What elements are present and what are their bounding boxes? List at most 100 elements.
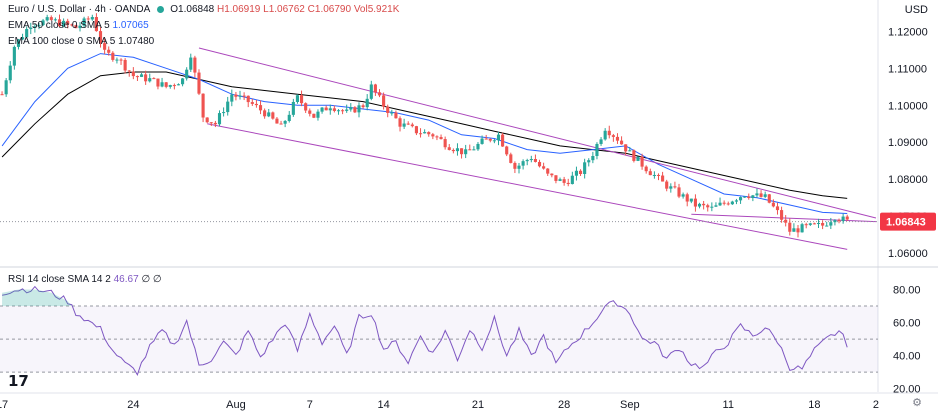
candle-body <box>103 43 107 50</box>
candle-body <box>283 120 287 124</box>
candle-body <box>119 59 123 61</box>
candle-body <box>152 78 156 80</box>
candle-body <box>226 101 230 113</box>
symbol-title[interactable]: Euro / U.S. Dollar · 4h · OANDA <box>8 4 150 15</box>
tradingview-logo-icon: 17 <box>8 372 29 390</box>
ema50-legend[interactable]: EMA 50 close 0 SMA 5 1.07065 <box>8 20 149 31</box>
candle-body <box>476 143 480 150</box>
candle-body <box>193 57 197 73</box>
candle-body <box>697 203 702 207</box>
ema100-path <box>1 71 848 199</box>
symbol-header: Euro / U.S. Dollar · 4h · OANDA O1.06848… <box>8 4 399 15</box>
candle-body <box>86 18 90 20</box>
candle-body <box>45 17 49 21</box>
candle-body <box>418 133 423 135</box>
current-price-label: 1.06843 <box>886 217 926 229</box>
candle-body <box>517 165 521 169</box>
candle-body <box>583 162 587 174</box>
candle-body <box>451 149 455 152</box>
candle-body <box>644 166 648 172</box>
candle-body <box>254 103 258 106</box>
time-tick-label: 24 <box>127 399 139 411</box>
candle-body <box>78 25 82 29</box>
candle-body <box>447 147 451 150</box>
candle-body <box>607 130 611 136</box>
candle-body <box>574 170 579 176</box>
candle-body <box>804 224 808 226</box>
candle-body <box>8 65 12 81</box>
candle-body <box>279 123 283 125</box>
support-line <box>691 213 876 223</box>
candle-body <box>41 20 45 26</box>
candle-body <box>246 95 250 103</box>
candle-body <box>825 225 829 227</box>
candle-body <box>784 219 788 223</box>
candle-body <box>377 92 382 96</box>
candle-body <box>201 93 205 118</box>
candle-body <box>492 140 496 142</box>
candle-body <box>94 17 98 32</box>
candle-body <box>554 175 558 181</box>
candle-body <box>496 134 501 141</box>
candle-body <box>821 223 825 226</box>
candle-body <box>706 205 710 208</box>
candle-body <box>373 84 377 93</box>
currency-label[interactable]: USD <box>904 4 928 16</box>
rsi-tick-label: 80.00 <box>893 284 921 296</box>
candle-body <box>501 134 505 147</box>
candle-body <box>726 203 730 205</box>
candle-body <box>611 135 615 137</box>
candle-body <box>53 19 57 21</box>
candle-body <box>107 49 111 53</box>
ema100-legend[interactable]: EMA 100 close 0 SMA 5 1.07480 <box>8 36 154 47</box>
rsi-tick-label: 40.00 <box>893 351 921 363</box>
candle-body <box>718 202 722 206</box>
time-tick-label: 18 <box>808 399 820 411</box>
candle-body <box>599 139 603 144</box>
candle-body <box>464 149 468 155</box>
time-tick-label: 7 <box>307 399 313 411</box>
candle-body <box>525 160 529 162</box>
candle-body <box>144 74 148 82</box>
candle-body <box>287 114 291 121</box>
ema50-path <box>1 53 848 214</box>
candle-body <box>521 161 525 166</box>
candle-body <box>509 154 513 163</box>
candle-body <box>164 82 168 87</box>
candle-body <box>181 78 185 85</box>
candle-body <box>123 59 127 71</box>
candle-body <box>755 193 759 196</box>
candle-body <box>566 182 570 185</box>
rsi-legend[interactable]: RSI 14 close SMA 14 2 46.67 ∅ ∅ <box>8 274 162 285</box>
candle-body <box>542 166 546 169</box>
candle-body <box>37 25 41 27</box>
settings-gear-icon[interactable]: ⚙ <box>912 397 922 409</box>
candle-body <box>160 82 164 87</box>
candle-body <box>250 102 254 104</box>
ema100-legend-label: EMA 100 close 0 SMA 5 <box>8 36 116 47</box>
candle-body <box>587 160 591 163</box>
candle-body <box>139 74 144 77</box>
price-tick-label: 1.09000 <box>888 137 928 149</box>
candle-body <box>714 205 718 207</box>
candle-body <box>685 194 689 202</box>
candle-body <box>505 146 509 155</box>
candle-body <box>217 113 222 125</box>
candle-body <box>816 223 821 225</box>
price-tick-label: 1.12000 <box>888 26 928 38</box>
candle-body <box>747 196 751 198</box>
candle-body <box>82 18 86 26</box>
ema50-line <box>1 53 848 214</box>
candle-body <box>135 76 140 78</box>
candle-body <box>172 85 176 87</box>
candle-body <box>209 122 213 124</box>
rsi-tick-label: 60.00 <box>893 318 921 330</box>
rsi-line <box>2 285 848 376</box>
candle-body <box>423 132 427 134</box>
price-tag: 1.06843 <box>880 212 936 231</box>
candle-body <box>267 112 271 117</box>
candle-body <box>730 201 734 205</box>
candle-body <box>213 122 217 125</box>
candle-body <box>845 216 849 220</box>
